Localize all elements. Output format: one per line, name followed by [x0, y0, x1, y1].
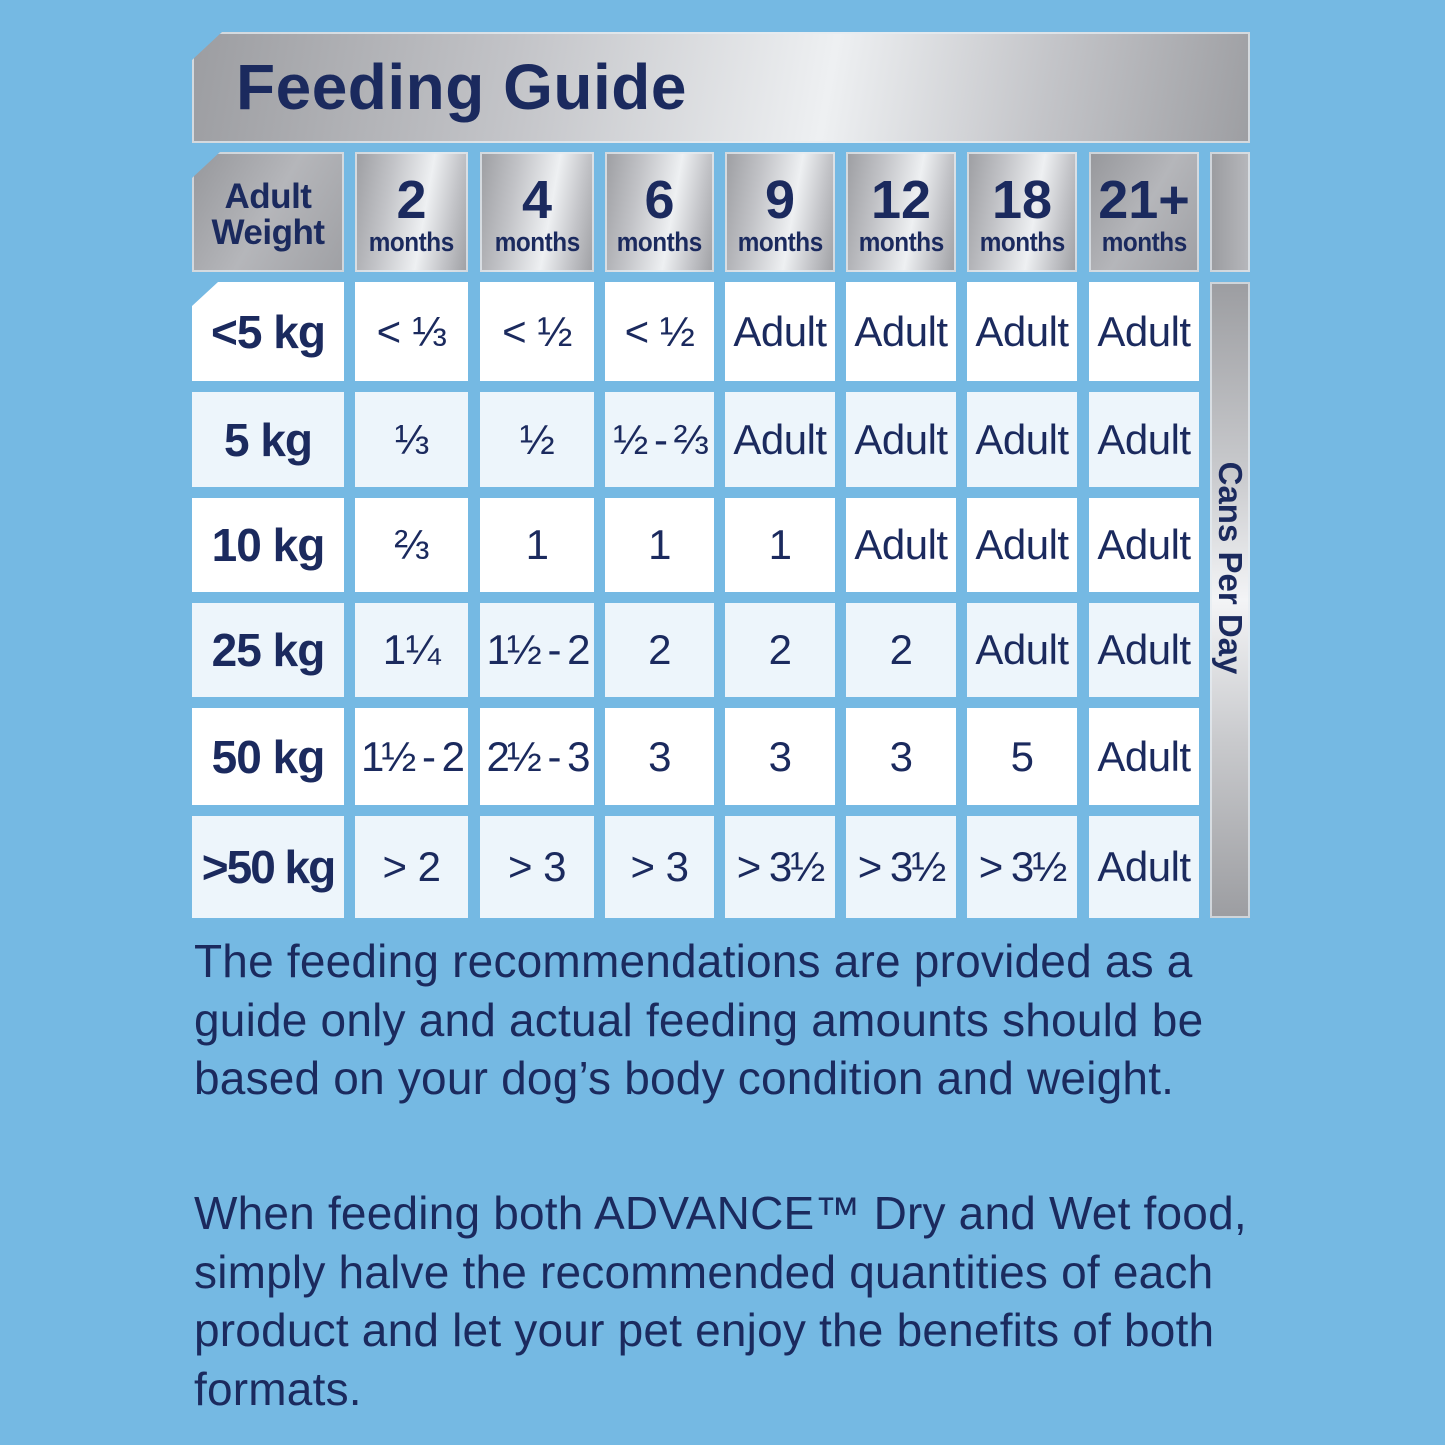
table-cell: Adult — [1089, 498, 1199, 592]
table-cell: Adult — [967, 603, 1077, 697]
row-weight: 10 kg — [192, 498, 344, 592]
table-cell: ½ — [480, 392, 594, 487]
table-cell: Adult — [967, 498, 1077, 592]
table-cell: > 3½ — [967, 816, 1077, 918]
header-col-number: 6 — [644, 170, 675, 230]
header-col-unit: months — [979, 227, 1065, 257]
table-cell: Adult — [1089, 392, 1199, 487]
table-cell: Adult — [967, 392, 1077, 487]
header-col-number: 9 — [764, 170, 796, 230]
table-cell: 3 — [725, 708, 835, 805]
table-cell: 5 — [967, 708, 1077, 805]
header-col-21plus-months: 21+ months — [1089, 152, 1199, 272]
header-weight-line1: Adult — [224, 177, 312, 216]
header-col-number: 4 — [521, 170, 553, 230]
header-col-unit: months — [1101, 227, 1187, 257]
cans-per-day-label: Cans Per Day — [1212, 461, 1249, 675]
table-cell: 2 — [846, 603, 956, 697]
header-col-unit: months — [616, 227, 703, 257]
table-cell: ⅔ — [355, 498, 468, 592]
table-cell: 1½ - 2 — [355, 708, 468, 805]
header-col-9-months: 9 months — [725, 152, 835, 272]
row-weight: 25 kg — [192, 603, 344, 697]
table-cell: 1 — [480, 498, 594, 592]
table-cell: Adult — [967, 282, 1077, 381]
cans-per-day-strip: Cans Per Day — [1210, 282, 1250, 918]
table-cell: > 2 — [355, 816, 468, 918]
header-col-number: 2 — [396, 170, 427, 230]
table-cell: Adult — [846, 498, 956, 592]
header-col-6-months: 6 months — [605, 152, 714, 272]
table-cell: > 3 — [605, 816, 714, 918]
row-weight: 50 kg — [192, 708, 344, 805]
header-col-unit: months — [737, 227, 823, 257]
feeding-disclaimer-text: The feeding recommendations are provided… — [194, 935, 1204, 1104]
header-col-number: 21+ — [1098, 170, 1190, 230]
table-cell: ½ - ⅔ — [605, 392, 714, 487]
title-bar: Feeding Guide — [192, 32, 1250, 143]
row-weight: 5 kg — [192, 392, 344, 487]
table-cell: < ½ — [605, 282, 714, 381]
header-col-unit: months — [858, 227, 944, 257]
table-cell: Adult — [1089, 603, 1199, 697]
dry-wet-feeding-text: When feeding both ADVANCE™ Dry and Wet f… — [194, 1187, 1247, 1415]
table-cell: < ½ — [480, 282, 594, 381]
table-cell: > 3 — [480, 816, 594, 918]
table-cell: 1 — [605, 498, 714, 592]
table-cell: 3 — [846, 708, 956, 805]
table-cell: > 3½ — [846, 816, 956, 918]
table-cell: 1 — [725, 498, 835, 592]
table-cell: 2 — [605, 603, 714, 697]
header-col-number: 12 — [870, 170, 932, 230]
row-weight: <5 kg — [192, 282, 344, 381]
table-cell: Adult — [1089, 282, 1199, 381]
table-cell: Adult — [846, 392, 956, 487]
table-cell: ⅓ — [355, 392, 468, 487]
table-cell: < ⅓ — [355, 282, 468, 381]
table-cell: 2 — [725, 603, 835, 697]
header-adult-weight: Adult Weight — [192, 152, 344, 272]
table-cell: 3 — [605, 708, 714, 805]
table-cell: 1½ - 2 — [480, 603, 594, 697]
header-col-unit: months — [368, 227, 455, 257]
table-cell: Adult — [1089, 708, 1199, 805]
table-cell: Adult — [725, 392, 835, 487]
table-cell: > 3½ — [725, 816, 835, 918]
header-weight-line2: Weight — [211, 213, 325, 252]
header-col-unit: months — [494, 227, 580, 257]
header-col-12-months: 12 months — [846, 152, 956, 272]
page-title: Feeding Guide — [236, 51, 687, 123]
header-col-number: 18 — [991, 170, 1053, 230]
table-cell: Adult — [846, 282, 956, 381]
row-weight: >50 kg — [192, 816, 344, 918]
header-col-18-months: 18 months — [967, 152, 1077, 272]
header-col-2-months: 2 months — [355, 152, 468, 272]
header-side-strip — [1210, 152, 1250, 272]
table-cell: 2½ - 3 — [480, 708, 594, 805]
header-col-4-months: 4 months — [480, 152, 594, 272]
table-cell: Adult — [1089, 816, 1199, 918]
table-cell: 1¼ — [355, 603, 468, 697]
table-cell: Adult — [725, 282, 835, 381]
